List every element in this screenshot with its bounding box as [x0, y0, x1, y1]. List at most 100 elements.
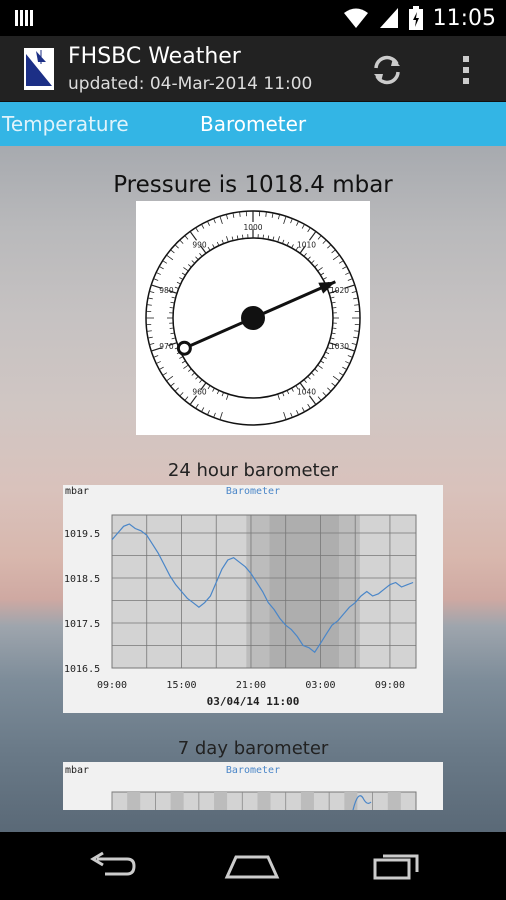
gauge-outer-tick [151, 347, 162, 352]
gauge-inner-tick [328, 342, 338, 347]
gauge-outer-tick [189, 231, 198, 241]
gauge-inner-tick [181, 272, 186, 276]
gauge-outer-tick [239, 211, 241, 217]
gauge-outer-tick [265, 211, 267, 217]
notification-icon [15, 10, 33, 26]
gauge-inner-tick [331, 332, 336, 335]
gauge-outer-tick [345, 272, 350, 275]
gauge-inner-tick [168, 342, 178, 347]
gauge-outer-tick [354, 330, 360, 332]
gauge-scale-label: 990 [192, 240, 207, 249]
gauge-outer-tick [159, 266, 164, 270]
gauge-outer-tick [347, 355, 353, 358]
gauge-outer-tick [307, 227, 311, 233]
gauge-outer-tick [347, 278, 353, 281]
gauge-outer-tick [201, 407, 205, 412]
gauge-inner-tick [330, 337, 335, 340]
gauge-inner-tick [195, 256, 199, 260]
gauge-inner-tick [169, 307, 174, 309]
gauge-outer-tick [296, 221, 299, 226]
x-tick-label: 03:00 [305, 680, 335, 691]
gauge-inner-tick [307, 376, 311, 380]
gauge-inner-tick [170, 301, 175, 304]
gauge-outer-tick [149, 291, 155, 294]
chart-24h-barometer: mbar Barometer 1019.5 1018.5 1017.5 1016.5 09:… [63, 485, 443, 713]
gauge-outer-tick [153, 355, 159, 358]
gauge-inner-tick [314, 264, 318, 268]
navigation-bar [0, 832, 506, 900]
gauge-inner-tick [212, 244, 215, 249]
gauge-outer-tick [344, 347, 355, 352]
recent-apps-button[interactable] [366, 848, 426, 884]
tab-temperature[interactable]: Temperature [2, 112, 129, 136]
gauge-outer-tick [331, 382, 336, 387]
gauge-inner-tick [303, 253, 307, 257]
gauge-outer-tick [317, 235, 322, 240]
refresh-button[interactable] [366, 49, 408, 91]
chart-title: Barometer [226, 765, 280, 776]
gauge-outer-tick [327, 387, 332, 392]
gauge-outer-tick [345, 361, 350, 364]
gauge-inner-tick [320, 360, 325, 364]
y-tick-label: 1016.5 [64, 664, 100, 675]
gauge-inner-tick [168, 289, 178, 294]
gauge-inner-tick [317, 267, 323, 272]
gauge-outer-tick [353, 336, 359, 339]
gauge-outer-tick [342, 366, 347, 370]
gauge-inner-tick [179, 356, 184, 359]
barometer-page[interactable]: Pressure is 1018.4 mbar 960 970 980 990 1000… [0, 146, 506, 832]
gauge-inner-tick [322, 277, 327, 280]
gauge-inner-tick [242, 234, 244, 239]
gauge-inner-tick [307, 256, 311, 260]
barometer-gauge: 960 970 980 990 1000 1010 1020 1030 1040 [136, 201, 370, 435]
home-button[interactable] [222, 848, 282, 884]
back-button[interactable] [82, 848, 142, 884]
gauge-outer-tick [342, 266, 347, 270]
gauge-outer-tick [184, 396, 189, 401]
gauge-inner-tick [200, 382, 207, 391]
gauge-outer-tick [283, 216, 287, 224]
gauge-outer-tick [156, 272, 161, 275]
gauge-inner-tick [328, 289, 338, 294]
gauge-inner-tick [282, 239, 285, 244]
gauge-outer-tick [179, 239, 184, 244]
night-shading [214, 792, 228, 810]
barometer-line [352, 795, 372, 810]
overflow-menu-button[interactable] [448, 49, 484, 91]
gauge-inner-tick [216, 241, 220, 246]
gauge-outer-tick [290, 218, 293, 224]
barometer-line [111, 523, 414, 654]
gauge-outer-tick [149, 342, 155, 345]
gauge-outer-tick [277, 214, 280, 220]
gauge-outer-tick [156, 361, 161, 364]
gauge-inner-tick [191, 260, 195, 264]
gauge-inner-tick [311, 372, 315, 376]
gauge-outer-tick [147, 297, 153, 300]
chart-footer-date: 03/04/14 11:00 [207, 695, 300, 708]
gauge-inner-tick [216, 390, 220, 395]
app-title: FHSBC Weather [68, 44, 241, 69]
gauge-inner-tick [314, 368, 318, 372]
gauge-outer-tick [201, 224, 205, 229]
y-tick-label: 1018.5 [64, 574, 100, 585]
gauge-inner-tick [295, 385, 299, 390]
chart-title: Barometer [226, 486, 280, 497]
gauge-inner-tick [303, 379, 307, 383]
gauge-outer-tick [331, 249, 336, 254]
gauge-inner-tick [221, 392, 224, 397]
gauge-inner-tick [179, 277, 184, 280]
gauge-outer-tick [354, 304, 360, 306]
gauge-outer-tick [219, 216, 223, 224]
gauge-outer-tick [301, 224, 305, 229]
recent-apps-icon [373, 854, 419, 880]
gauge-inner-tick [171, 296, 176, 299]
tab-barometer[interactable]: Barometer [200, 112, 307, 136]
gauge-outer-tick [307, 403, 311, 409]
gauge-inner-tick [299, 245, 306, 254]
gauge-outer-tick [147, 336, 153, 339]
gauge-inner-tick [212, 387, 215, 392]
signal-icon [379, 8, 398, 28]
gauge-outer-tick [189, 395, 198, 405]
gauge-outer-tick [322, 392, 327, 397]
gauge-outer-tick [308, 395, 317, 405]
